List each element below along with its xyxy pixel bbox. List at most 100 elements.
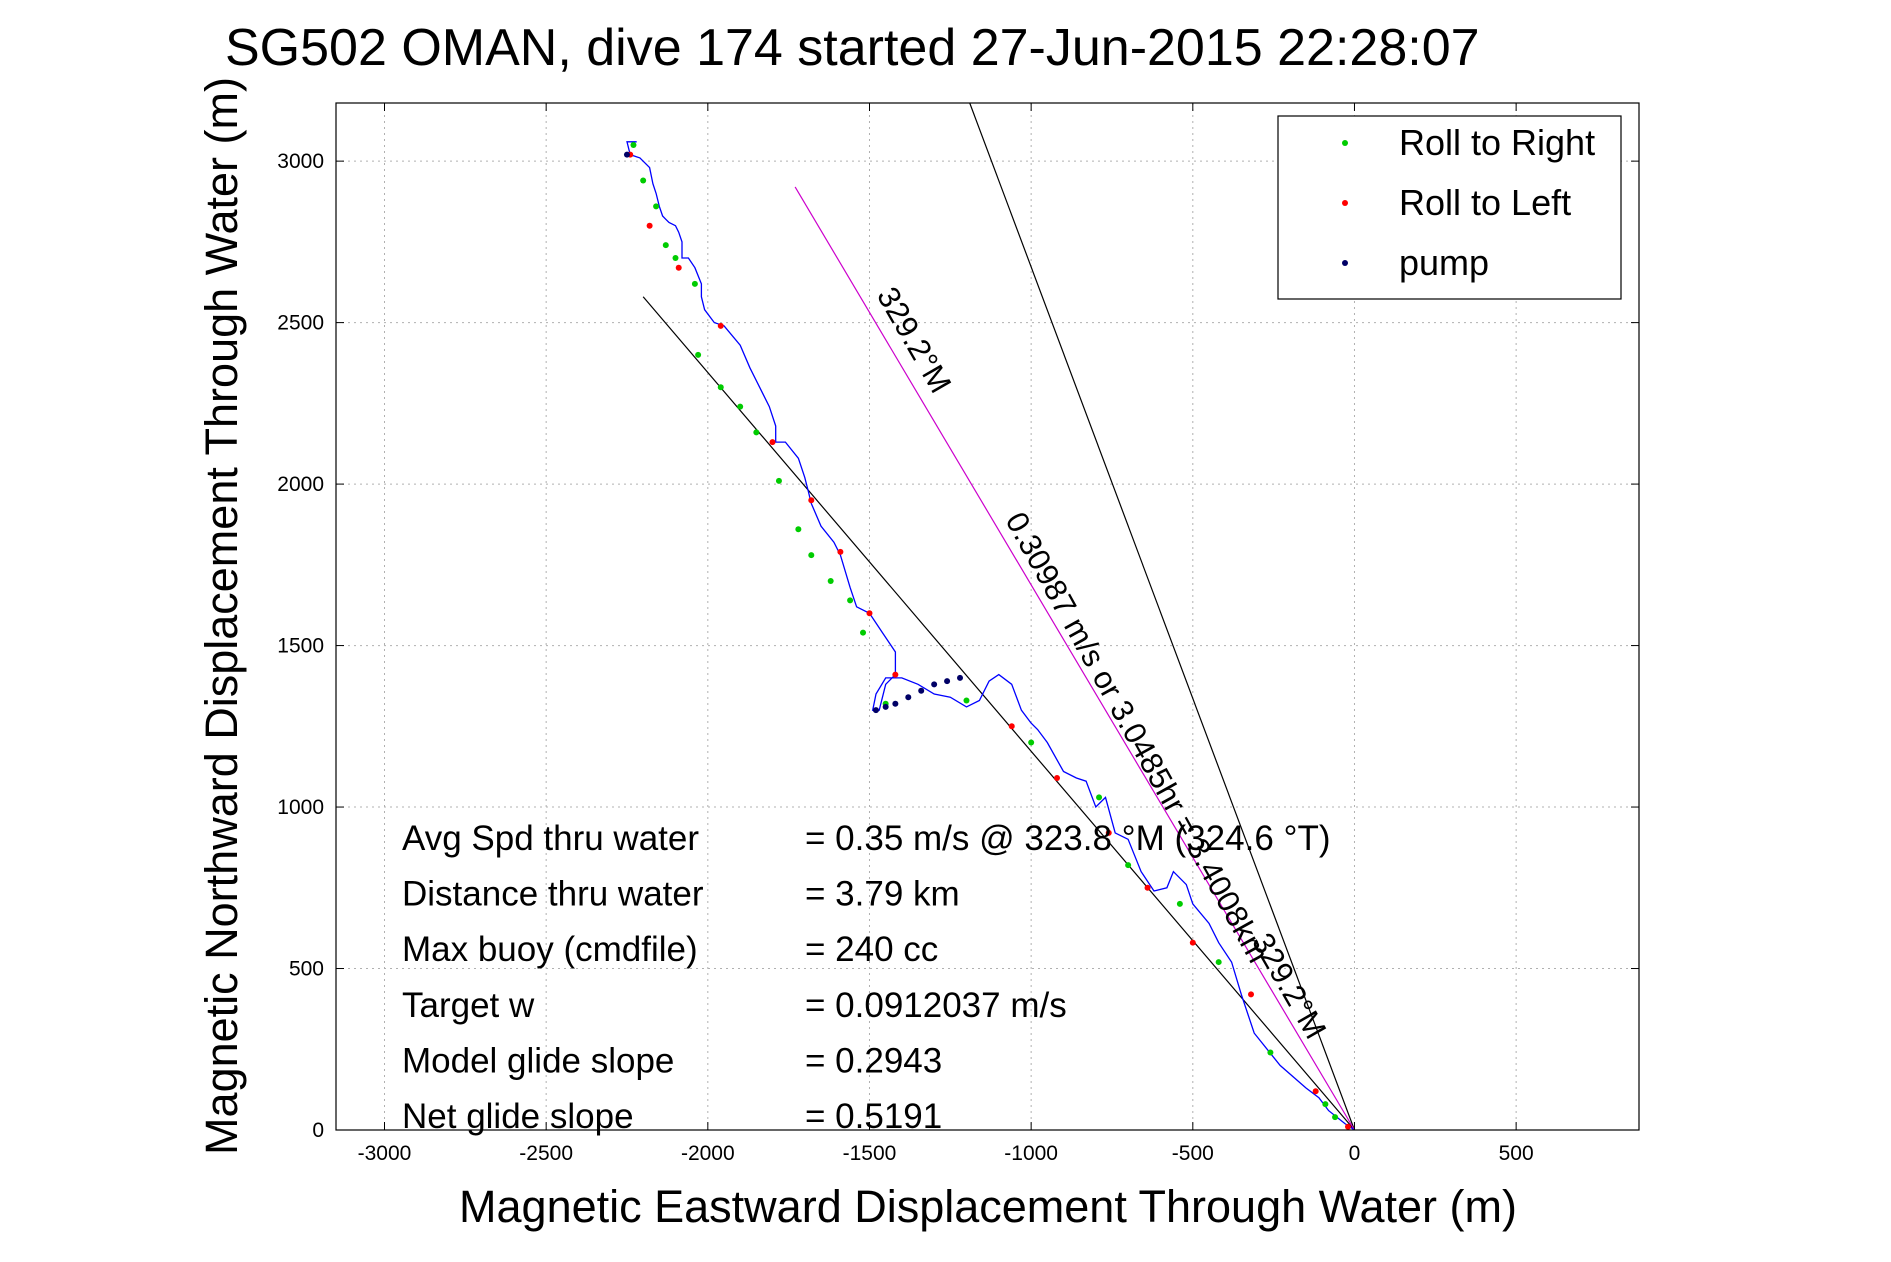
roll-right-point [1176, 900, 1183, 907]
roll-right-point [691, 280, 698, 287]
roll-right-point [630, 141, 637, 148]
roll-right-point [737, 403, 744, 410]
roll-left-point [717, 322, 724, 329]
legend: Roll to Right Roll to Left pump [1277, 115, 1622, 300]
y-tick-label: 3000 [277, 150, 324, 173]
roll-right-point [795, 526, 802, 533]
roll-right-point [963, 697, 970, 704]
x-tick-label: 500 [1499, 1142, 1534, 1165]
x-axis-label: Magnetic Eastward Displacement Through W… [459, 1181, 1517, 1232]
x-tick-label: -1500 [843, 1142, 897, 1165]
x-tick-label: -3000 [358, 1142, 412, 1165]
roll-right-point [860, 629, 867, 636]
heading-annotation: 329.2°M [870, 281, 958, 399]
stat-value: = 0.35 m/s @ 323.8 °M (324.6 °T) [805, 819, 1331, 858]
x-tick-label: -2000 [681, 1142, 735, 1165]
roll-right-point [1215, 959, 1222, 966]
pump-point [623, 151, 630, 158]
plot-frame [335, 102, 1640, 1131]
pump-point [931, 681, 938, 688]
y-tick-label: 1000 [277, 796, 324, 819]
roll-left-point [892, 671, 899, 678]
legend-label: pump [1399, 242, 1489, 283]
legend-label: Roll to Left [1399, 182, 1571, 223]
roll-right-point [847, 597, 854, 604]
legend-marker [1342, 260, 1348, 266]
roll-pump-points [623, 141, 1352, 1130]
roll-left-point [808, 497, 815, 504]
roll-right-point [653, 203, 660, 210]
stat-value: = 0.2943 [805, 1041, 942, 1080]
roll-left-point [769, 439, 776, 446]
stat-value: = 0.0912037 m/s [805, 986, 1067, 1025]
stat-label: Avg Spd thru water [402, 819, 699, 858]
x-tick-label: -1000 [1004, 1142, 1058, 1165]
y-tick-label: 1500 [277, 635, 324, 658]
roll-left-point [1105, 829, 1112, 836]
pump-point [905, 694, 912, 701]
roll-right-point [827, 577, 834, 584]
roll-right-point [1028, 739, 1035, 746]
axis-ticks: -3000 -2500 -2000 -1500 -1000 -500 0 500 0 500 100… [277, 103, 1639, 1165]
x-tick-label: -2500 [519, 1142, 573, 1165]
roll-right-point [717, 384, 724, 391]
roll-right-point [1322, 1101, 1329, 1108]
chart-title: SG502 OMAN, dive 174 started 27-Jun-2015… [225, 19, 1480, 77]
pump-point [944, 678, 951, 685]
heading-annotations: 329.2°M0.30987 m/s or 3.0485hr = 3.4008k… [870, 281, 1333, 1045]
roll-left-point [1144, 884, 1151, 891]
heading-annotation: 329.2°M [1245, 927, 1333, 1045]
stat-label: Net glide slope [402, 1097, 634, 1136]
track-series [626, 141, 1355, 1131]
stat-value: = 3.79 km [805, 875, 960, 914]
roll-left-point [1189, 939, 1196, 946]
legend-box [1277, 115, 1622, 300]
stats-block: Avg Spd thru water = 0.35 m/s @ 323.8 °M … [402, 819, 1331, 1136]
roll-right-point [1267, 1049, 1274, 1056]
roll-right-point [753, 429, 760, 436]
stat-label: Max buoy (cmdfile) [402, 930, 698, 969]
x-tick-label: 0 [1349, 1142, 1361, 1165]
roll-left-point [1312, 1088, 1319, 1095]
roll-right-point [1332, 1114, 1339, 1121]
y-tick-label: 2500 [277, 312, 324, 335]
heading-annotation: 0.30987 m/s or 3.0485hr = 3.4008km [999, 506, 1277, 968]
roll-left-point [1345, 1123, 1352, 1130]
legend-marker [1342, 140, 1348, 146]
stat-label: Model glide slope [402, 1041, 674, 1080]
stat-value: = 0.5191 [805, 1097, 942, 1136]
pump-point [957, 674, 964, 681]
reference-line [969, 102, 1356, 1131]
stat-label: Target w [402, 986, 535, 1025]
pump-point [872, 707, 879, 714]
roll-right-point [1096, 794, 1103, 801]
pump-point [892, 700, 899, 707]
stat-value: = 240 cc [805, 930, 938, 969]
roll-right-point [1125, 862, 1132, 869]
x-tick-label: -500 [1172, 1142, 1214, 1165]
roll-right-point [672, 255, 679, 262]
stat-label: Distance thru water [402, 875, 704, 914]
pump-point [918, 687, 925, 694]
reference-line [642, 296, 1355, 1131]
roll-right-point [695, 351, 702, 358]
reference-lines [642, 102, 1356, 1131]
y-axis-label: Magnetic Northward Displacement Through … [196, 77, 247, 1155]
reference-line [794, 186, 1355, 1131]
legend-marker [1342, 200, 1348, 206]
roll-left-point [1248, 991, 1255, 998]
y-tick-label: 0 [312, 1119, 324, 1142]
y-tick-label: 500 [289, 958, 324, 981]
roll-left-point [646, 222, 653, 229]
roll-right-point [775, 477, 782, 484]
glider-track-line [626, 141, 1355, 1131]
roll-right-point [808, 552, 815, 559]
roll-left-point [1054, 774, 1061, 781]
roll-left-point [837, 548, 844, 555]
roll-right-point [662, 242, 669, 249]
roll-right-point [640, 177, 647, 184]
roll-left-point [675, 264, 682, 271]
legend-label: Roll to Right [1399, 122, 1595, 163]
y-tick-label: 2000 [277, 473, 324, 496]
